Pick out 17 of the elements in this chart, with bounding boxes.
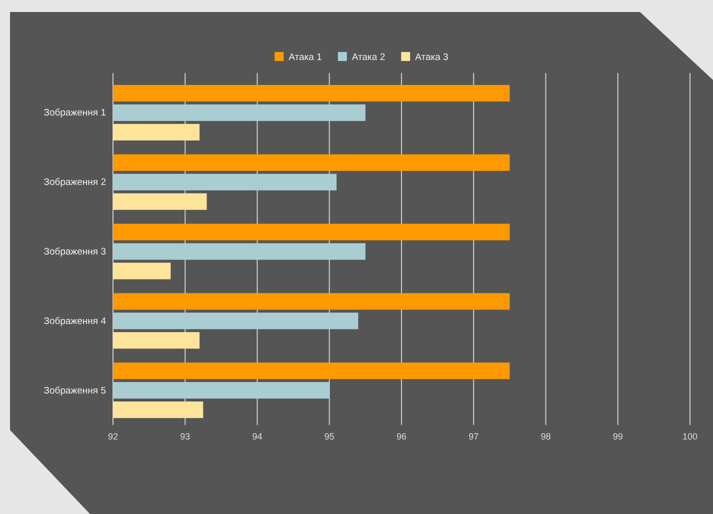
- x-tick-label: 98: [540, 431, 551, 442]
- x-tick-label: 96: [396, 431, 407, 442]
- x-tick-label: 95: [324, 431, 334, 442]
- legend-label: Атака 2: [352, 52, 386, 63]
- y-tick-label: Зображення 4: [44, 316, 106, 327]
- x-tick-label: 100: [682, 431, 698, 442]
- x-tick-label: 97: [468, 431, 479, 442]
- y-tick-label: Зображення 1: [44, 108, 106, 119]
- legend-label: Атака 3: [415, 52, 448, 63]
- y-tick-label: Зображення 3: [44, 246, 106, 258]
- x-tick-label: 99: [612, 431, 623, 442]
- x-tick-label: 92: [108, 431, 118, 442]
- x-tick-label: 93: [180, 431, 190, 442]
- y-tick-label: Зображення 2: [44, 177, 106, 188]
- legend-label: Атака 1: [288, 52, 322, 63]
- x-tick-label: 94: [252, 431, 262, 442]
- y-tick-label: Зображення 5: [44, 385, 106, 396]
